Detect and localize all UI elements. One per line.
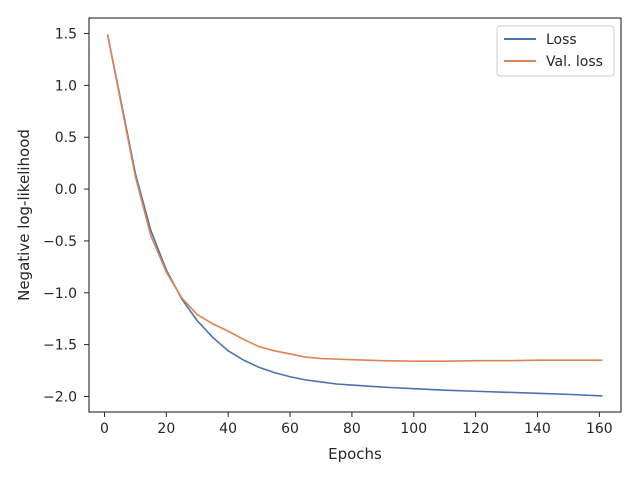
x-tick-label: 140 bbox=[524, 421, 551, 437]
y-axis: 1.5 1.0 0.5 0.0 −0.5 −1.0 −1.5 −2.0 bbox=[43, 27, 89, 405]
y-tick-label: −0.5 bbox=[43, 234, 77, 250]
y-tick-label: 0.0 bbox=[55, 182, 77, 198]
y-tick-label: 0.5 bbox=[55, 130, 77, 146]
legend-loss-label: Loss bbox=[546, 32, 577, 48]
x-axis-title: Epochs bbox=[328, 445, 382, 463]
legend-val-loss-label: Val. loss bbox=[546, 54, 603, 70]
y-axis-title: Negative log-likelihood bbox=[15, 129, 33, 301]
x-tick-label: 20 bbox=[157, 421, 175, 437]
y-tick-label: 1.0 bbox=[55, 78, 77, 94]
y-tick-label: −2.0 bbox=[43, 389, 77, 405]
y-tick-label: −1.5 bbox=[43, 338, 77, 354]
x-tick-label: 80 bbox=[343, 421, 361, 437]
x-tick-label: 40 bbox=[219, 421, 237, 437]
x-tick-label: 0 bbox=[100, 421, 109, 437]
x-tick-label: 160 bbox=[586, 421, 613, 437]
x-tick-label: 60 bbox=[281, 421, 299, 437]
y-tick-label: 1.5 bbox=[55, 27, 77, 43]
y-tick-label: −1.0 bbox=[43, 286, 77, 302]
x-tick-label: 100 bbox=[400, 421, 427, 437]
series-layer bbox=[106, 34, 603, 397]
x-axis: 0 20 40 60 80 100 120 140 160 bbox=[100, 412, 613, 437]
val-loss-series-line bbox=[106, 34, 603, 362]
loss-series-line bbox=[106, 34, 603, 397]
x-tick-label: 120 bbox=[462, 421, 489, 437]
plot-background bbox=[89, 18, 621, 412]
plot-frame bbox=[88, 17, 622, 413]
legend: Loss Val. loss bbox=[496, 25, 615, 77]
